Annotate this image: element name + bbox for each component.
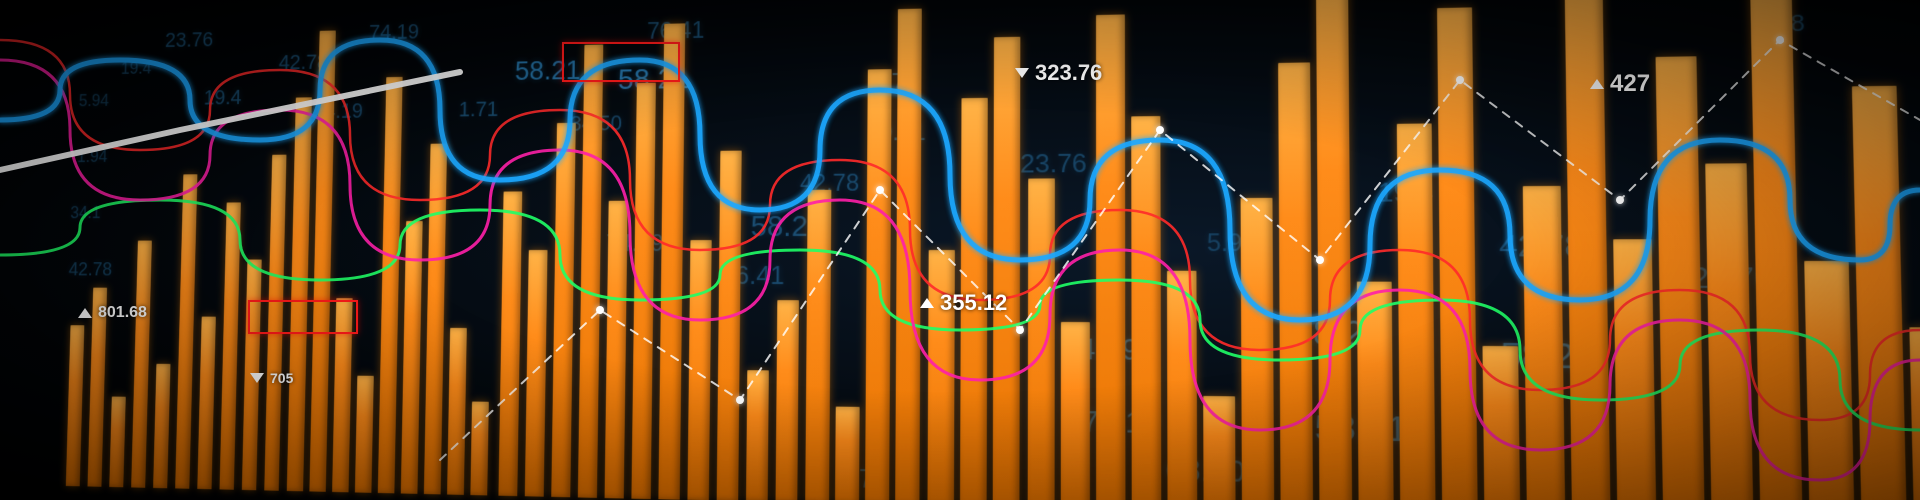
price-callout: 427 [1590,70,1650,98]
marker-dot [1616,196,1624,204]
price-callout: 323.76 [1015,60,1102,86]
callout-value: 427 [1610,70,1650,98]
price-callout: 355.12 [920,290,1007,316]
marker-dot [876,186,884,194]
triangle-down-icon [1015,68,1029,78]
price-callout: 705 [250,370,293,386]
callout-value: 705 [270,370,293,386]
callout-value: 801.68 [98,304,147,322]
marker-dot [1016,326,1024,334]
highlight-box [248,300,358,334]
financial-chart-visual: 23.7674.1976.4119.442.7858.2158.218.714.… [0,0,1920,500]
marker-dot [1156,126,1164,134]
marker-dot [1456,76,1464,84]
marker-dot [1316,256,1324,264]
price-callout: 801.68 [78,304,147,322]
highlight-box [562,42,680,82]
callout-value: 355.12 [940,290,1007,316]
triangle-up-icon [920,298,934,308]
triangle-up-icon [1590,79,1604,89]
marker-dot [736,396,744,404]
line-white-dashed [440,40,1920,460]
triangle-up-icon [78,308,92,318]
triangle-down-icon [250,373,264,383]
callout-value: 323.76 [1035,60,1102,86]
marker-dot [596,306,604,314]
marker-dot [1776,36,1784,44]
